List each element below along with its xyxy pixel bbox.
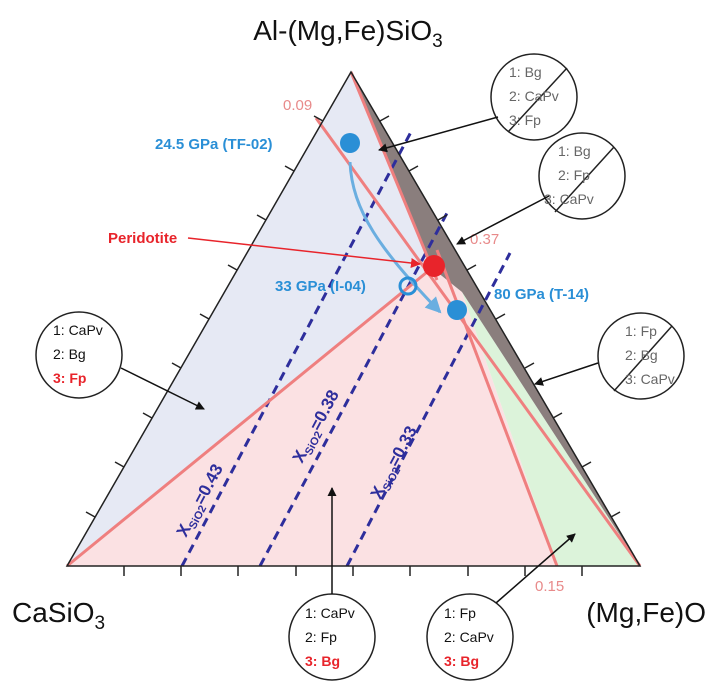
svg-text:2: Fp: 2: Fp xyxy=(558,167,590,183)
vertex-right-label: (Mg,Fe)O xyxy=(586,597,706,628)
value-009: 0.09 xyxy=(283,97,312,114)
pressure-trajectory-arrow xyxy=(348,161,442,314)
svg-text:2: CaPv: 2: CaPv xyxy=(509,88,559,104)
phase-circle-bottom-right: 1: Fp 2: CaPv 3: Bg xyxy=(426,593,514,681)
phase-circle-right: 1: Fp 2: Bg 3: CaPv xyxy=(597,312,685,400)
svg-text:1: CaPv: 1: CaPv xyxy=(305,605,355,621)
boundary-upper xyxy=(349,71,439,281)
arrow-top xyxy=(378,116,499,153)
svg-text:3: Bg: 3: Bg xyxy=(444,653,479,669)
phase-circle-bottom-mid: 1: CaPv 2: Fp 3: Bg xyxy=(288,593,376,681)
isopleth-043-line xyxy=(180,129,414,567)
phase-circle-top: 1: Bg 2: CaPv 3: Fp xyxy=(490,53,578,141)
point-i04 xyxy=(398,276,418,296)
isopleth-038-line xyxy=(258,212,449,567)
phase-circle-upper-right: 1: Bg 2: Fp 3: CaPv xyxy=(538,132,626,220)
arrow-right xyxy=(534,362,599,386)
label-t14: 80 GPa (T-14) xyxy=(494,286,589,303)
value-037: 0.37 xyxy=(470,231,499,248)
svg-text:2: Bg: 2: Bg xyxy=(625,347,658,363)
arrow-bottom-right xyxy=(495,533,576,604)
svg-text:3: Fp: 3: Fp xyxy=(53,370,86,386)
svg-text:2: Fp: 2: Fp xyxy=(305,629,337,645)
field-bg-capv-fp xyxy=(67,72,432,566)
point-peridotite xyxy=(423,255,445,277)
svg-text:2: Bg: 2: Bg xyxy=(53,346,86,362)
vertex-top-label: Al-(Mg,Fe)SiO3 xyxy=(253,15,442,52)
svg-text:1: Fp: 1: Fp xyxy=(625,323,657,339)
peridotite-arrow xyxy=(187,237,421,268)
svg-text:3: CaPv: 3: CaPv xyxy=(625,371,675,387)
boundary-left xyxy=(66,266,433,568)
svg-text:2: CaPv: 2: CaPv xyxy=(444,629,494,645)
point-tf02 xyxy=(340,133,360,153)
axis-ticks xyxy=(85,115,621,576)
phase-circle-left: 1: CaPv 2: Bg 3: Fp xyxy=(35,311,123,399)
vertex-left-label: CaSiO3 xyxy=(12,597,105,634)
svg-text:3: CaPv: 3: CaPv xyxy=(544,191,594,207)
svg-text:3: Bg: 3: Bg xyxy=(305,653,340,669)
label-i04: 33 GPa (I-04) xyxy=(275,278,366,295)
svg-text:1: Fp: 1: Fp xyxy=(444,605,476,621)
arrow-upper-right xyxy=(456,195,550,245)
boundary-top-inner xyxy=(314,117,642,567)
value-015: 0.15 xyxy=(535,578,564,595)
svg-text:1: Bg: 1: Bg xyxy=(509,64,542,80)
label-peridotite: Peridotite xyxy=(108,230,177,247)
svg-text:3: Fp: 3: Fp xyxy=(509,112,541,128)
label-tf02: 24.5 GPa (TF-02) xyxy=(155,136,273,153)
svg-text:1: CaPv: 1: CaPv xyxy=(53,322,103,338)
point-t14 xyxy=(447,300,467,320)
arrow-left xyxy=(120,367,205,410)
field-capv-fp-bg xyxy=(67,268,557,566)
svg-text:1: Bg: 1: Bg xyxy=(558,143,591,159)
